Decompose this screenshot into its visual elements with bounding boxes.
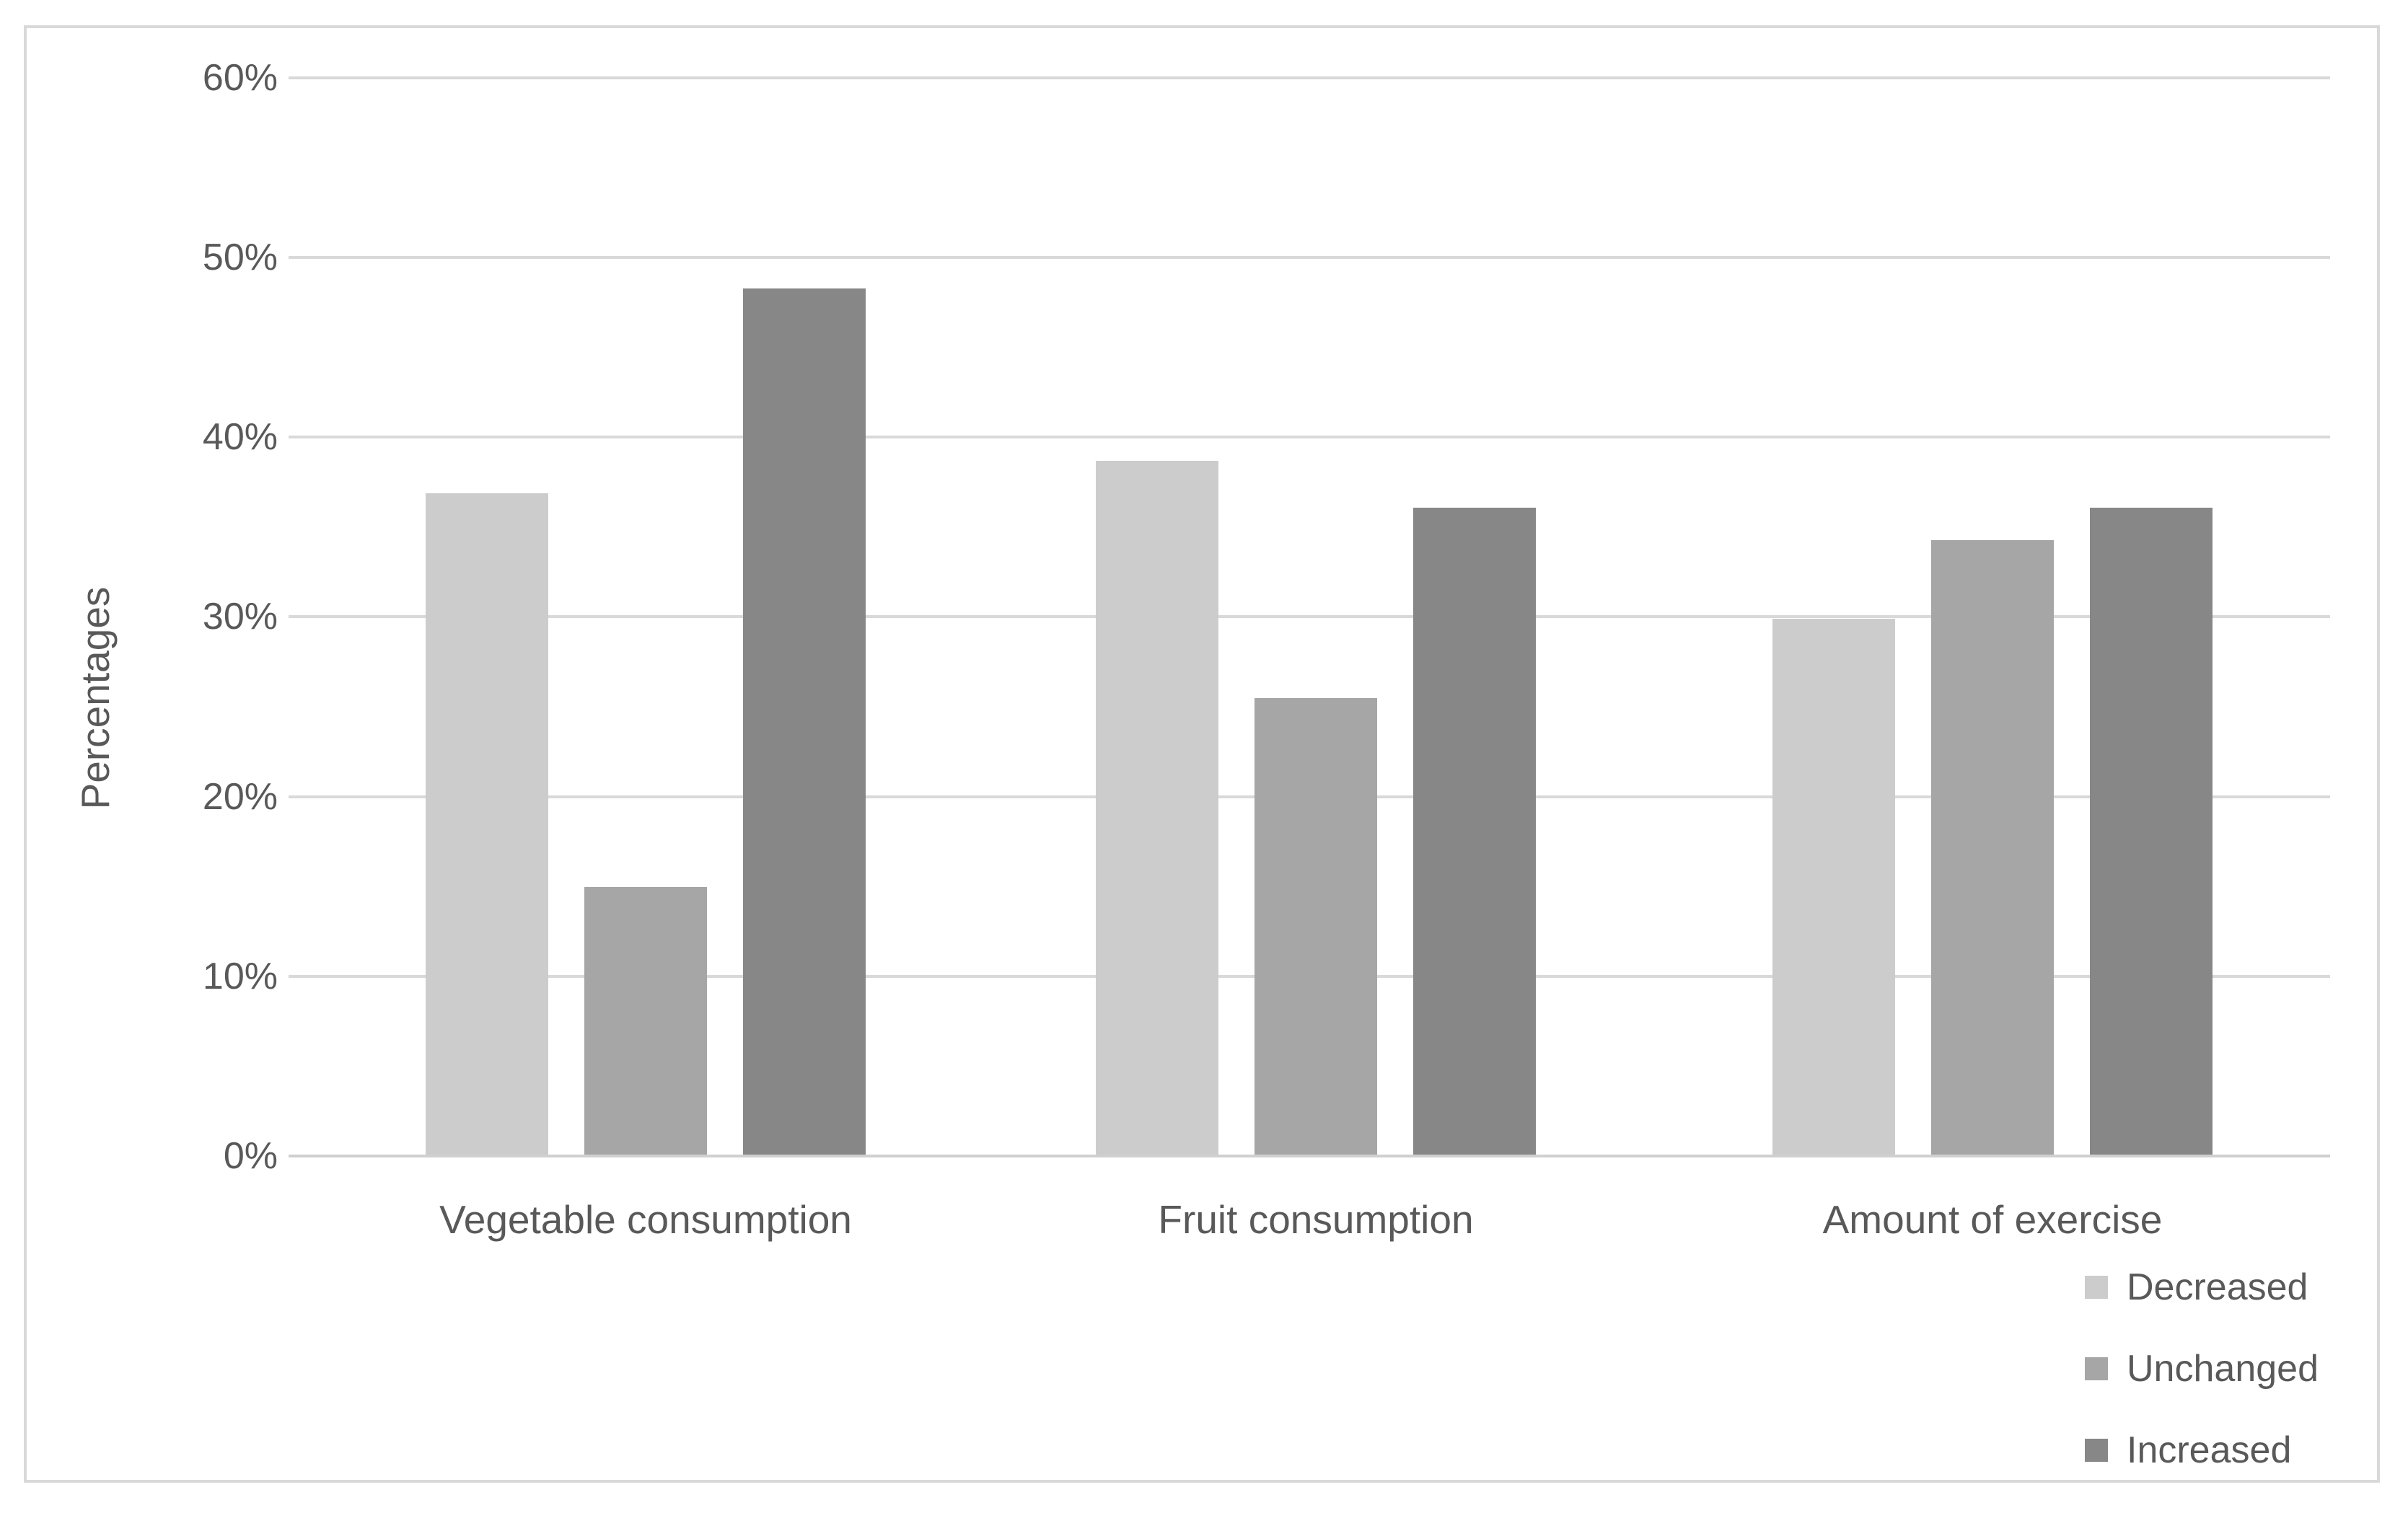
legend-label-decreased: Decreased — [2127, 1266, 2308, 1308]
y-tick-label-10: 10% — [202, 956, 278, 997]
y-tick-label-20: 20% — [202, 776, 278, 818]
y-tick-label-50: 50% — [202, 237, 278, 278]
legend-swatch-increased — [2085, 1439, 2108, 1462]
y-tick-label-40: 40% — [202, 416, 278, 458]
gridline-30 — [289, 615, 2330, 618]
bar-amount-of-exercise-decreased — [1772, 619, 1895, 1155]
legend-label-increased: Increased — [2127, 1429, 2292, 1471]
y-tick-label-30: 30% — [202, 596, 278, 638]
y-tick-label-60: 60% — [202, 57, 278, 99]
bar-fruit-consumption-decreased — [1096, 461, 1218, 1155]
legend-swatch-decreased — [2085, 1276, 2108, 1299]
legend-swatch-unchanged — [2085, 1357, 2108, 1380]
legend-item-unchanged: Unchanged — [2085, 1346, 2319, 1391]
bar-fruit-consumption-unchanged — [1254, 698, 1377, 1155]
bar-vegetable-consumption-unchanged — [584, 887, 707, 1155]
gridline-40 — [289, 436, 2330, 438]
bar-amount-of-exercise-unchanged — [1931, 540, 2054, 1155]
x-axis-line — [289, 1155, 2330, 1157]
legend-label-unchanged: Unchanged — [2127, 1348, 2319, 1390]
bar-vegetable-consumption-decreased — [426, 493, 548, 1155]
bar-amount-of-exercise-increased — [2090, 508, 2213, 1155]
bar-vegetable-consumption-increased — [743, 288, 866, 1155]
legend-item-increased: Increased — [2085, 1428, 2291, 1473]
x-category-label-amount-of-exercise: Amount of exercise — [1822, 1197, 2163, 1242]
gridline-50 — [289, 256, 2330, 259]
y-tick-label-0: 0% — [223, 1135, 278, 1177]
x-category-label-fruit-consumption: Fruit consumption — [1158, 1197, 1474, 1242]
x-category-label-vegetable-consumption: Vegetable consumption — [439, 1197, 852, 1242]
gridline-60 — [289, 76, 2330, 79]
bar-fruit-consumption-increased — [1413, 508, 1536, 1155]
legend-item-decreased: Decreased — [2085, 1265, 2308, 1310]
